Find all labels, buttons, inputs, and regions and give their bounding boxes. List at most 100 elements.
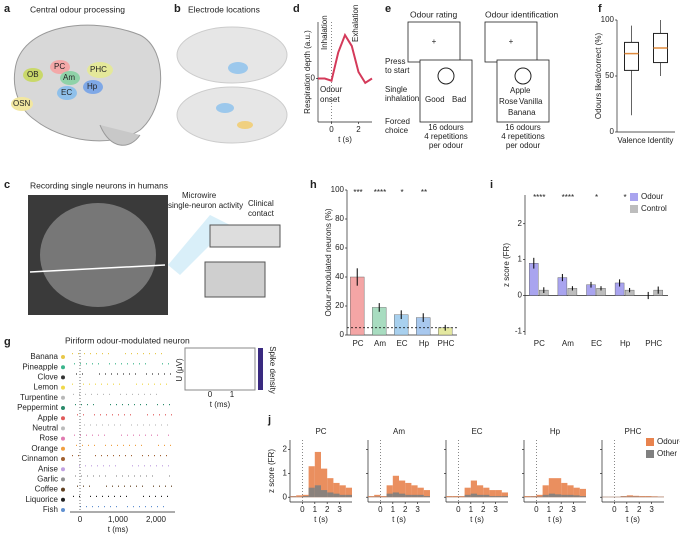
histogram-bar: [573, 487, 580, 498]
x-tick-label: Identity: [648, 136, 674, 145]
spike: [116, 404, 117, 406]
spike: [95, 383, 96, 385]
histogram-bar: [536, 496, 543, 498]
spike: [129, 373, 130, 375]
significance: ****: [374, 188, 386, 197]
histogram-bar: [464, 487, 471, 498]
spike: [87, 475, 88, 477]
spike: [87, 404, 88, 406]
spike: [106, 485, 107, 487]
spike: [122, 404, 123, 406]
spike: [105, 444, 106, 446]
spike: [82, 444, 83, 446]
choice: Apple: [510, 86, 531, 95]
histogram-bar: [327, 492, 334, 498]
y-tick-label: 1: [283, 468, 288, 477]
spike: [112, 414, 113, 416]
spike: [159, 485, 160, 487]
annotation: Odour: [320, 85, 343, 94]
histogram-bar: [405, 482, 412, 498]
spike: [160, 383, 161, 385]
odour-label: Banana: [30, 352, 58, 361]
spike: [168, 434, 169, 436]
region: [57, 86, 77, 100]
histogram-bar: [626, 495, 633, 498]
histogram-bar: [392, 492, 399, 498]
spike: [169, 404, 170, 406]
odour-dot: [61, 406, 65, 410]
spike: [78, 353, 79, 355]
histogram-bar: [345, 487, 352, 498]
x-tick-label: 3: [571, 505, 576, 514]
spike: [148, 383, 149, 385]
spike: [118, 485, 119, 487]
region: [60, 71, 80, 85]
y-tick-label: 2: [518, 219, 523, 228]
histogram-bar: [483, 494, 490, 498]
panel-label: c: [4, 179, 10, 191]
spike: [167, 495, 168, 497]
spike: [86, 434, 87, 436]
spike: [141, 444, 142, 446]
x-label: t (ms): [108, 525, 129, 534]
region: [23, 68, 43, 82]
panel-label: i: [490, 179, 493, 191]
spike: [97, 393, 98, 395]
spike: [157, 434, 158, 436]
spike: [116, 475, 117, 477]
x-tick-label: 3: [337, 505, 342, 514]
spike: [102, 424, 103, 426]
spike: [162, 465, 163, 467]
spike: [122, 475, 123, 477]
x-tick-label: PHC: [645, 339, 662, 348]
panel-label: b: [174, 3, 181, 15]
x-tick-label: 2: [356, 125, 361, 134]
odour-dot: [61, 375, 65, 380]
spike: [165, 485, 166, 487]
spike: [137, 424, 138, 426]
legend-label: Odour: [641, 192, 664, 201]
legend-swatch: [646, 438, 654, 446]
spike: [99, 373, 100, 375]
inset: [184, 347, 256, 391]
spike: [91, 393, 92, 395]
spike: [155, 353, 156, 355]
region-label: PHC: [90, 65, 107, 74]
spike: [139, 506, 140, 508]
fixation: +: [509, 37, 514, 46]
spike: [113, 455, 114, 457]
spike: [114, 424, 115, 426]
rating-option: Good: [425, 95, 445, 104]
odour-label: Anise: [38, 464, 59, 473]
spike: [110, 404, 111, 406]
histogram-bar: [374, 496, 381, 498]
histogram-bar: [489, 496, 496, 498]
odour-label: Neutral: [32, 424, 58, 433]
y-label: Odours liked/correct (%): [594, 33, 603, 120]
spike: [105, 373, 106, 375]
annotation: contact: [248, 209, 275, 218]
histogram-bar: [489, 490, 496, 498]
histogram-bar: [314, 451, 321, 498]
footer: 4 repetitions: [424, 132, 468, 141]
spike: [131, 424, 132, 426]
spike: [148, 455, 149, 457]
histogram-bar: [620, 496, 627, 498]
panel-label: a: [4, 3, 11, 15]
screen: [419, 59, 473, 123]
histogram-bar: [645, 496, 652, 498]
spike: [105, 475, 106, 477]
spike: [129, 444, 130, 446]
spike: [162, 363, 163, 365]
spike: [154, 383, 155, 385]
significance: ****: [562, 193, 574, 202]
spike: [114, 495, 115, 497]
spike: [89, 383, 90, 385]
spike: [92, 434, 93, 436]
spike: [94, 444, 95, 446]
raster: [72, 353, 172, 508]
spike: [124, 485, 125, 487]
annotation: single-neuron activity: [168, 201, 243, 210]
significance: ****: [533, 193, 545, 202]
x-label: t (s): [392, 515, 406, 524]
